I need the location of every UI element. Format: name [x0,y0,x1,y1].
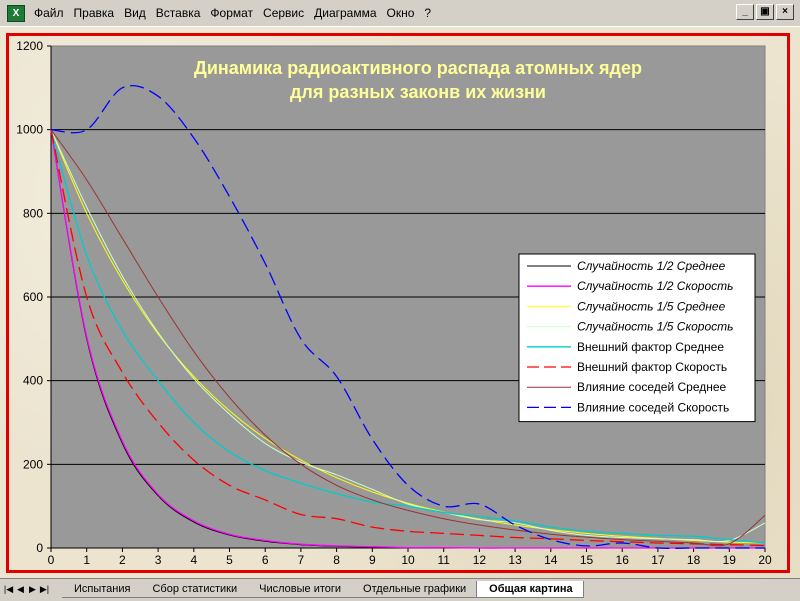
tab-obshchaya-kartina[interactable]: Общая картина [476,581,584,598]
minimize-button[interactable]: _ [736,4,754,20]
tab-chislovye-itogi[interactable]: Числовые итоги [247,581,352,598]
y-tick-label: 200 [23,457,43,471]
legend-label-3: Случайность 1/5 Среднее [577,299,726,313]
chart-area[interactable]: 0 200 400 600 800 1000 1200 0 1 2 3 4 5 6 7 8 9 10 11 12 13 1… [6,33,790,573]
x-tick-label: 20 [758,553,772,567]
x-tick-label: 4 [190,553,197,567]
x-tick-label: 14 [544,553,558,567]
x-tick-label: 18 [687,553,701,567]
legend-label-1: Случайность 1/2 Среднее [577,259,726,273]
chart-title: Динамика радиоактивного распада атомных … [194,58,642,78]
y-tick-label: 400 [23,374,43,388]
legend-label-6: Внешний фактор Скорость [577,360,727,374]
series-line-4 [50,129,766,543]
chart-sheet: 0 200 400 600 800 1000 1200 0 1 2 3 4 5 6 7 8 9 10 11 12 13 1… [0,27,800,578]
x-tick-label: 1 [83,553,90,567]
legend-label-7: Влияние соседей Среднее [577,380,727,394]
tab-ispytaniya[interactable]: Испытания [62,581,141,598]
y-tick-label: 1200 [16,39,43,53]
series-line-6 [50,129,766,547]
excel-app-icon[interactable]: X [7,5,25,22]
menu-format[interactable]: Формат [210,6,254,20]
menu-tools[interactable]: Сервис [263,6,305,20]
x-tick-label: 0 [48,553,55,567]
menu-items: Файл Правка Вид Вставка Формат Сервис Ди… [34,6,431,20]
menu-window[interactable]: Окно [386,6,415,20]
menu-edit[interactable]: Правка [73,6,115,20]
first-sheet-icon[interactable]: |◀ [3,584,14,594]
legend-label-5: Внешний фактор Среднее [577,340,724,354]
x-tick-label: 16 [616,553,630,567]
window-controls: _ ▣ × [736,4,794,20]
y-tick-label: 600 [23,290,43,304]
x-tick-label: 12 [473,553,487,567]
tab-navigation: |◀ ◀ ▶ ▶| [3,583,50,596]
close-button[interactable]: × [776,4,794,20]
x-tick-label: 6 [262,553,269,567]
x-tick-label: 10 [401,553,415,567]
series-line-8 [50,84,765,550]
series-line-7 [50,129,766,547]
menu-chart[interactable]: Диаграмма [314,6,377,20]
x-tick-label: 5 [226,553,233,567]
prev-sheet-icon[interactable]: ◀ [17,584,24,594]
legend-label-4: Случайность 1/5 Скорость [577,320,733,334]
chart-subtitle: для разных законв их жизни [290,82,546,102]
y-tick-label: 0 [36,541,43,555]
next-sheet-icon[interactable]: ▶ [29,584,36,594]
tab-otdelnye-grafiki[interactable]: Отдельные графики [351,581,477,598]
x-tick-label: 13 [508,553,522,567]
x-tick-label: 17 [651,553,665,567]
sheet-tabs: Испытания Сбор статистики Числовые итоги… [62,581,584,598]
last-sheet-icon[interactable]: ▶| [39,584,50,594]
menu-bar: X Файл Правка Вид Вставка Формат Сервис … [0,0,800,27]
menu-file[interactable]: Файл [34,6,64,20]
x-tick-label: 15 [580,553,594,567]
legend-label-2: Случайность 1/2 Скорость [577,279,733,293]
y-tick-label: 800 [23,206,43,220]
series-line-2 [50,129,765,549]
x-tick-label: 8 [333,553,340,567]
x-tick-label: 19 [723,553,737,567]
x-tick-label: 11 [437,553,450,567]
menu-help[interactable]: ? [424,6,432,20]
menu-view[interactable]: Вид [124,6,146,20]
x-tick-label: 7 [298,553,305,567]
legend-label-8: Влияние соседей Скорость [577,400,729,414]
sheet-tab-bar: |◀ ◀ ▶ ▶| Испытания Сбор статистики Числ… [0,578,800,601]
x-tick-label: 3 [155,553,162,567]
x-tick-label: 2 [119,553,126,567]
legend [518,253,756,423]
x-tick-label: 9 [369,553,376,567]
menu-insert[interactable]: Вставка [155,6,201,20]
restore-button[interactable]: ▣ [756,4,774,20]
y-tick-label: 1000 [16,123,43,137]
tab-sbor-statistiki[interactable]: Сбор статистики [140,581,248,598]
series-line-3 [50,129,766,544]
series-line-5 [50,129,766,544]
